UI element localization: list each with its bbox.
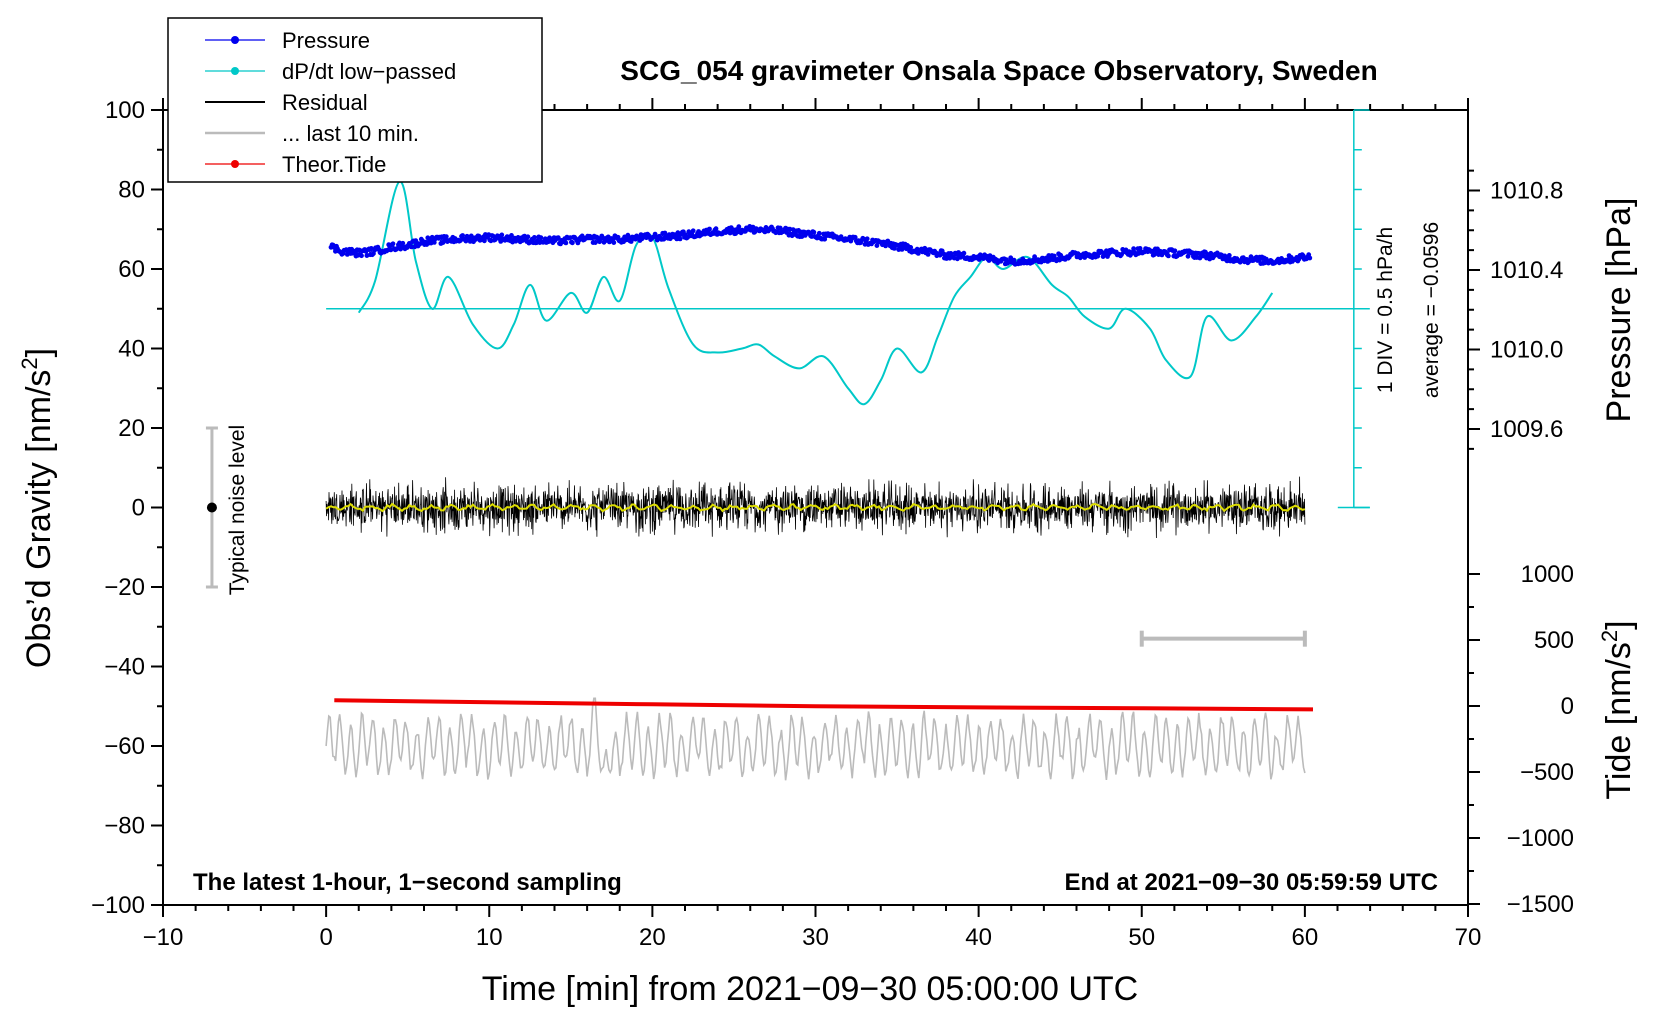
noise-bar-center-dot [206,502,217,513]
y-tick-label: −40 [104,654,145,681]
y-axis-label-pressure: Pressure [hPa] [1600,198,1638,423]
legend-swatch-marker [231,36,239,44]
x-tick-label: −10 [143,924,184,951]
ten-minute-scale-bar [1139,630,1307,647]
legend-entry: dP/dt low−passed [205,59,456,84]
tide-tick-label: −1000 [1507,825,1574,852]
legend-swatch-marker [231,160,239,168]
tide-tick-label: −500 [1520,759,1574,786]
tide-tick-label: 500 [1534,627,1574,654]
noise-level-label: Typical noise level [226,425,249,595]
pressure-tick-label: 1010.8 [1490,178,1563,205]
series-residual-smoothed [325,502,1306,513]
legend-entry: Theor.Tide [205,152,386,177]
x-axis-label: Time [min] from 2021−09−30 05:00:00 UTC [482,970,1138,1008]
series-pressure [328,224,1313,267]
y-tick-label: −20 [104,574,145,601]
pressure-tick-label: 1009.6 [1490,416,1563,443]
series-residual [325,476,1306,539]
y-tick-label: −80 [104,813,145,840]
pressure-tick-label: 1010.0 [1490,337,1563,364]
legend-label: Residual [282,90,368,115]
x-tick-label: 20 [639,924,666,951]
series-last-10-min [325,697,1306,781]
y-tick-label: 20 [118,415,145,442]
series-theor-tide [334,698,1314,712]
x-tick-label: 0 [319,924,332,951]
dpdt-average-label: average = −0.0596 [1420,222,1443,398]
legend-label: ... last 10 min. [282,121,419,146]
y-tick-label: −100 [91,892,145,919]
x-tick-label: 30 [802,924,829,951]
legend: Pressure dP/dt low−passed Residual ... last… [167,17,543,183]
tide-tick-label: 0 [1561,693,1574,720]
legend-entry: Residual [205,90,368,115]
sampling-note: The latest 1-hour, 1−second sampling [193,869,622,896]
y-tick-label: 60 [118,256,145,283]
pressure-tick-label: 1010.4 [1490,257,1563,284]
tide-tick-label: −1500 [1507,891,1574,918]
tide-tick-label: 1000 [1521,561,1574,588]
noise-level-indicator [205,426,218,589]
y-tick-label: −60 [104,733,145,760]
y-tick-label: 100 [105,97,145,124]
legend-entry: Pressure [205,28,370,53]
legend-entry: ... last 10 min. [205,121,419,146]
series-dpdt-low-passed [357,180,1274,406]
y-tick-label: 40 [118,336,145,363]
legend-label: Theor.Tide [282,152,386,177]
series-layer [325,180,1362,781]
legend-box [167,17,543,183]
y-tick-label: 80 [118,177,145,204]
dpdt-div-label: 1 DIV = 0.5 hPa/h [1374,227,1397,393]
y-axis-label-tide: Tide [nm/s2] [1597,620,1638,799]
x-tick-label: 40 [965,924,992,951]
legend-label: Pressure [282,28,370,53]
pressure-line [330,224,1311,266]
x-tick-label: 10 [476,924,503,951]
x-tick-label: 60 [1292,924,1319,951]
y-axis-label-gravity: Obs’d Gravity [nm/s2] [17,348,58,668]
x-tick-label: 70 [1455,924,1482,951]
x-tick-label: 50 [1128,924,1155,951]
end-time-note: End at 2021−09−30 05:59:59 UTC [1064,869,1438,896]
legend-swatch-marker [231,67,239,75]
legend-label: dP/dt low−passed [282,59,456,84]
tick-layer: −10 0 10 20 30 40 50 60 70100806040200−20−40−60−… [91,97,1574,951]
y-tick-label: 0 [132,495,145,522]
chart-title: SCG_054 gravimeter Onsala Space Observat… [620,55,1377,86]
